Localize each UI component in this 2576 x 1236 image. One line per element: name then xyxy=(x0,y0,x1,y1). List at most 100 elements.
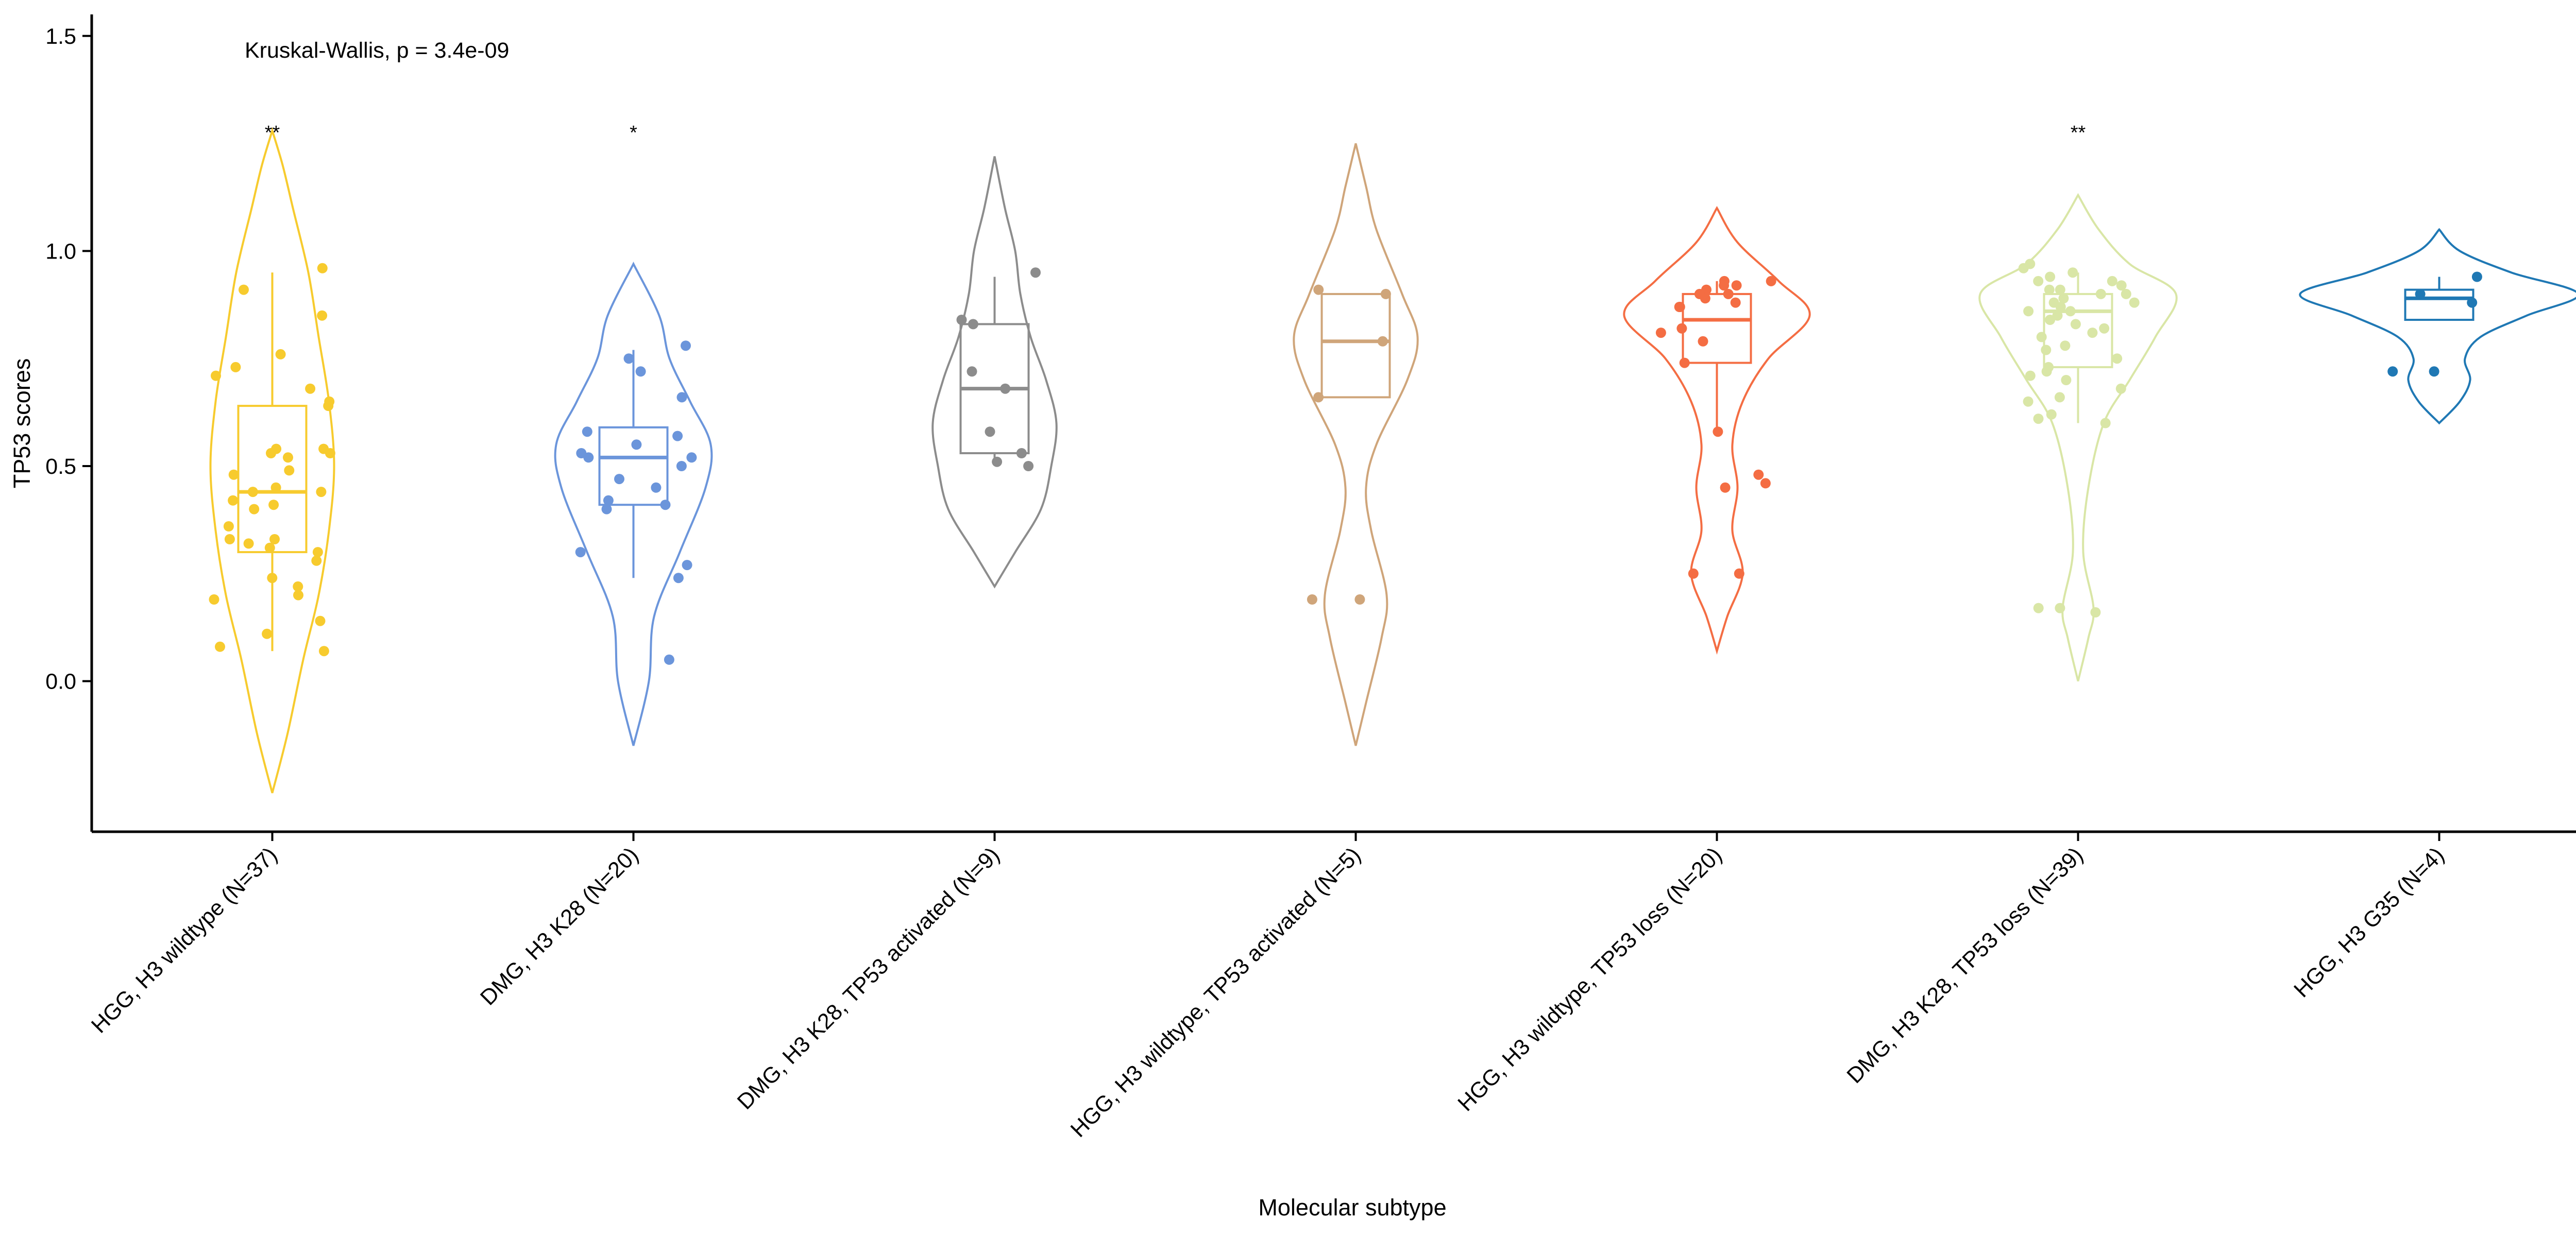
data-point xyxy=(1713,426,1723,437)
data-point xyxy=(311,555,322,566)
data-point xyxy=(631,439,642,450)
data-point xyxy=(2041,366,2052,377)
data-point xyxy=(2036,332,2047,342)
data-point xyxy=(2023,396,2033,407)
data-point xyxy=(266,448,276,458)
data-point xyxy=(660,500,671,510)
data-point xyxy=(2121,288,2131,299)
data-point xyxy=(293,590,303,600)
data-point xyxy=(247,487,258,497)
y-tick-label: 1.0 xyxy=(45,239,76,264)
data-point xyxy=(2045,315,2056,325)
x-tick-label: HGG, H3 wildtype, TP53 activated (N=5) xyxy=(1066,843,1366,1142)
data-point xyxy=(2415,288,2426,299)
data-point xyxy=(249,504,260,514)
data-point xyxy=(681,340,691,351)
data-point xyxy=(2055,302,2066,312)
data-point xyxy=(2095,288,2106,299)
violin-shape xyxy=(931,156,1058,589)
significance-marker: ** xyxy=(2071,122,2086,144)
data-point xyxy=(2116,280,2127,291)
box-iqr xyxy=(598,426,669,506)
data-point xyxy=(305,383,316,394)
data-point xyxy=(2060,340,2071,351)
box-iqr xyxy=(1682,293,1752,364)
data-point xyxy=(1760,478,1771,489)
data-point xyxy=(614,474,624,485)
data-point xyxy=(1655,328,1666,338)
data-point xyxy=(317,310,328,321)
x-tick-label: DMG, H3 K28, TP53 loss (N=39) xyxy=(1842,843,2088,1088)
data-point xyxy=(676,461,687,471)
data-point xyxy=(2041,345,2052,355)
y-tick-label: 0.5 xyxy=(45,454,76,479)
data-point xyxy=(275,349,286,359)
data-point xyxy=(635,366,646,377)
data-point xyxy=(264,542,275,553)
data-point xyxy=(223,521,234,531)
data-point xyxy=(267,573,278,583)
data-point xyxy=(312,547,323,558)
data-point xyxy=(967,366,977,377)
data-point xyxy=(283,452,293,463)
data-point xyxy=(583,452,594,463)
data-point xyxy=(269,534,280,544)
box-iqr xyxy=(1320,293,1391,399)
data-point xyxy=(968,319,978,330)
data-point xyxy=(673,573,684,583)
data-point xyxy=(2025,370,2036,381)
data-point xyxy=(2018,263,2029,273)
data-point xyxy=(1723,288,1734,299)
data-point xyxy=(575,547,586,558)
data-point xyxy=(262,628,273,639)
data-point xyxy=(2054,392,2065,403)
data-point xyxy=(209,594,219,605)
data-point xyxy=(2087,328,2098,338)
data-point xyxy=(316,487,327,497)
data-point xyxy=(1698,336,1708,347)
data-point xyxy=(2033,603,2044,613)
violin-shape xyxy=(1623,206,1811,655)
data-point xyxy=(2107,276,2117,286)
data-point xyxy=(1354,594,1365,605)
data-point xyxy=(2112,353,2123,364)
data-point xyxy=(1720,482,1731,493)
data-point xyxy=(268,500,279,510)
data-point xyxy=(315,615,326,626)
data-point xyxy=(2065,306,2076,317)
data-point xyxy=(1674,302,1685,312)
x-tick-label: HGG, H3 wildtype, TP53 loss (N=20) xyxy=(1453,843,1727,1116)
data-point xyxy=(1030,267,1041,278)
data-point xyxy=(1676,323,1687,334)
data-point xyxy=(623,353,634,364)
data-point xyxy=(317,263,328,273)
data-point xyxy=(601,504,612,514)
data-point xyxy=(243,538,254,549)
box-iqr xyxy=(237,405,308,554)
data-point xyxy=(956,315,967,325)
data-point xyxy=(672,431,683,441)
data-point xyxy=(270,482,281,493)
data-point xyxy=(1730,297,1741,308)
data-point xyxy=(2129,297,2140,308)
x-tick-label: DMG, H3 K28, TP53 activated (N=9) xyxy=(733,843,1005,1114)
violin-shape xyxy=(209,127,335,794)
data-point xyxy=(2045,271,2056,282)
violin-shape xyxy=(1293,143,1419,746)
data-point xyxy=(1719,280,1730,291)
significance-marker: * xyxy=(630,122,637,144)
data-point xyxy=(2061,375,2072,385)
data-point xyxy=(224,534,235,544)
data-point xyxy=(1307,594,1317,605)
x-tick-label: HGG, H3 wildtype (N=37) xyxy=(87,843,282,1038)
data-point xyxy=(603,495,614,506)
data-point xyxy=(228,495,239,506)
data-point xyxy=(323,401,334,411)
violin-shape xyxy=(554,262,713,746)
data-point xyxy=(2058,293,2069,304)
data-point xyxy=(1380,288,1391,299)
y-tick-label: 0.0 xyxy=(45,670,76,694)
y-tick-label: 1.5 xyxy=(45,24,76,49)
violin-shape xyxy=(1978,193,2178,682)
